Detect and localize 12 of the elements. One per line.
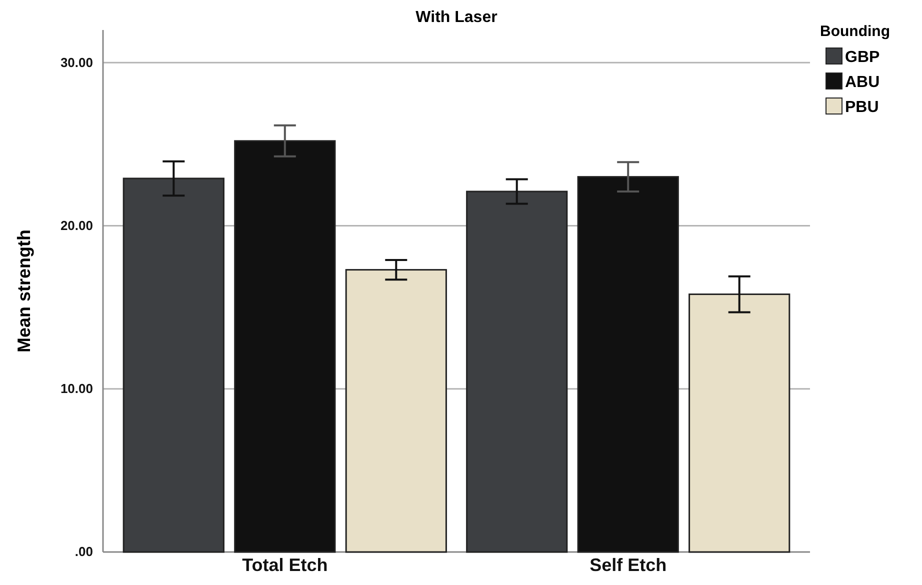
y-tick-label: 20.00 bbox=[60, 218, 93, 233]
legend-label: PBU bbox=[845, 99, 879, 116]
x-tick-label: Self Etch bbox=[590, 554, 667, 575]
legend-title: Bounding bbox=[820, 23, 890, 40]
x-tick-label: Total Etch bbox=[242, 554, 328, 575]
legend-label: ABU bbox=[845, 74, 880, 91]
y-axis-title: Mean strength bbox=[14, 229, 34, 353]
y-tick-label: 30.00 bbox=[60, 54, 93, 70]
y-tick-label: 10.00 bbox=[60, 381, 93, 396]
chart-title: With Laser bbox=[416, 9, 498, 26]
y-tick-label: .00 bbox=[74, 544, 93, 560]
legend-label: GBP bbox=[845, 49, 880, 66]
